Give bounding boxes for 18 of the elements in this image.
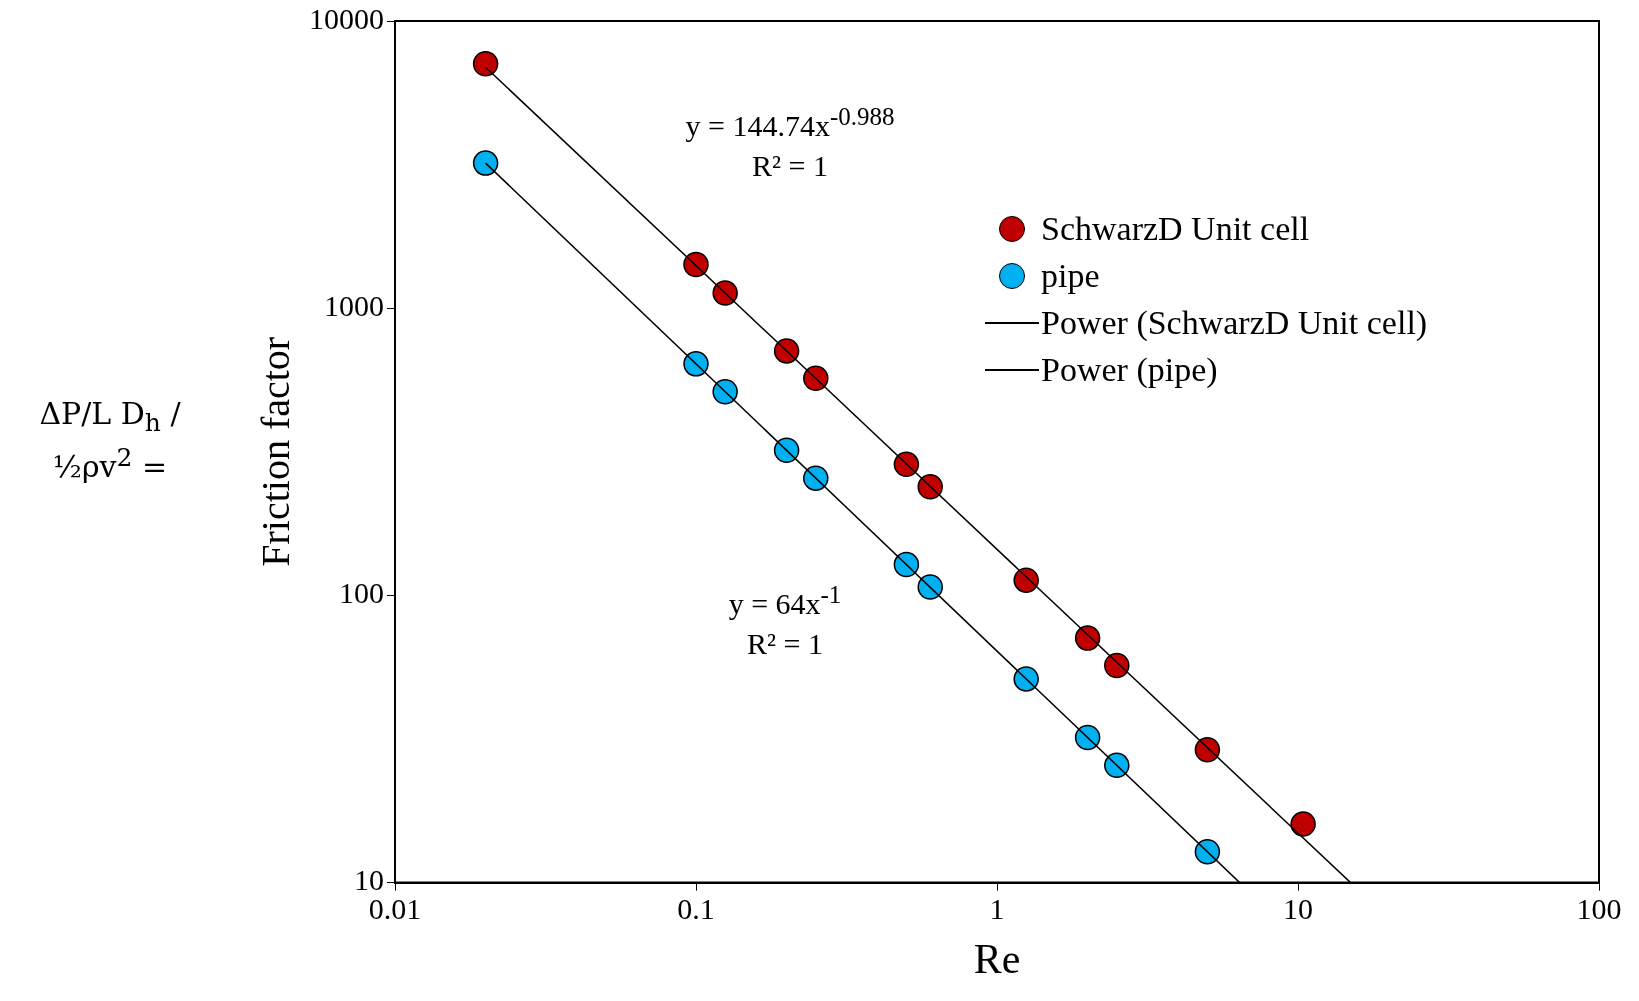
y-tick-label: 10000 [309, 1, 384, 35]
y-axis-title: Friction factor [252, 336, 298, 567]
annotation: y = 64x$^{-1}$ [728, 581, 842, 621]
legend-label: pipe [1041, 256, 1100, 295]
y-tick-label: 100 [339, 576, 384, 610]
legend-label: Power (SchwarzD Unit cell) [1041, 303, 1428, 342]
x-tick-label: 100 [1576, 892, 1622, 926]
annotation: R² = 1 [747, 627, 823, 661]
x-axis-title: Re [973, 935, 1021, 982]
legend-label: SchwarzD Unit cell [1041, 209, 1310, 248]
legend-label: Power (pipe) [1041, 350, 1218, 389]
x-tick-label: 10 [1283, 892, 1313, 926]
x-tick-label: 1 [989, 892, 1005, 926]
text: ΔP/L D$_{h}$ / ½ρv$^{2}$ = [39, 395, 181, 484]
annotation: y = 144.74x$^{-0.988}$ [685, 103, 895, 143]
x-tick-label: 0.1 [677, 892, 715, 926]
annotation: R² = 1 [752, 149, 828, 183]
y-tick-label: 1000 [324, 289, 384, 323]
